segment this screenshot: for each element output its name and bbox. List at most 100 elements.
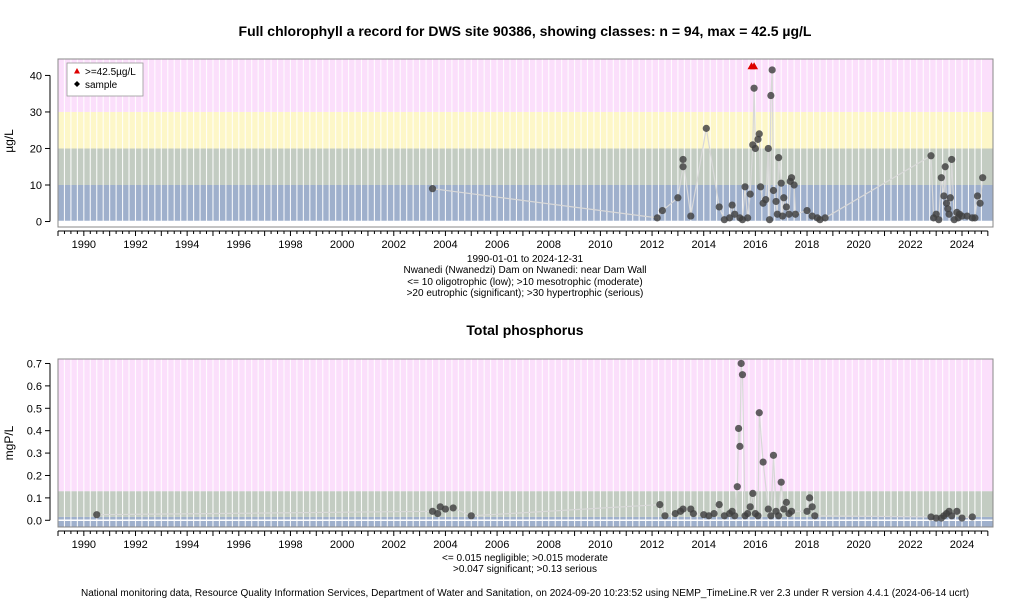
- data-point: [765, 216, 774, 224]
- data-point: [734, 424, 743, 433]
- data-point: [750, 84, 758, 92]
- y-tick-label: 0.1: [27, 493, 42, 505]
- caption-date-range: 1990-01-01 to 2024-12-31: [467, 254, 584, 265]
- chlorophyll-class-bands: [58, 59, 993, 223]
- data-point: [790, 181, 798, 189]
- x-tick-label: 2002: [382, 539, 406, 551]
- class-band-3: [58, 59, 993, 112]
- data-point: [434, 509, 442, 518]
- data-point: [759, 458, 767, 466]
- x-tick-label: 1990: [72, 239, 96, 251]
- y-tick-label: 0.7: [27, 358, 42, 370]
- data-point: [968, 513, 976, 521]
- x-tick-label: 2016: [743, 239, 767, 251]
- chlorophyll-chart-title: Full chlorophyll a record for DWS site 9…: [239, 23, 812, 39]
- legend-triangle-marker: [74, 68, 80, 74]
- x-tick-label: 2002: [382, 239, 406, 251]
- data-point: [787, 507, 796, 515]
- data-point: [791, 210, 800, 218]
- x-tick-label: 1998: [278, 239, 302, 251]
- data-point: [755, 409, 763, 417]
- data-point: [710, 509, 718, 518]
- data-point: [772, 197, 780, 206]
- class-band-0: [58, 516, 993, 527]
- data-point: [942, 199, 951, 207]
- x-tick-label: 2000: [330, 539, 354, 551]
- phosphorus-plot-frame: [57, 358, 994, 528]
- x-tick-label: 2010: [588, 239, 612, 251]
- data-point: [785, 210, 793, 218]
- legend-box: [66, 62, 144, 97]
- x-tick-label: 1994: [175, 239, 199, 251]
- x-tick-label: 1994: [175, 539, 199, 551]
- chlorophyll-y-axis: 0 10 20 30 40: [30, 70, 51, 229]
- data-point: [679, 505, 687, 513]
- data-point: [780, 505, 788, 513]
- data-point: [768, 66, 776, 74]
- chlorophyll-panel: Full chlorophyll a record for DWS site 9…: [2, 23, 994, 299]
- data-point: [702, 124, 710, 132]
- x-tick-label: 2004: [433, 239, 457, 251]
- x-tick-label: 2024: [950, 539, 974, 551]
- data-point: [778, 212, 787, 220]
- data-point: [769, 451, 778, 459]
- data-point: [737, 359, 745, 368]
- data-point: [764, 144, 772, 153]
- x-tick-label: 2012: [640, 539, 664, 551]
- data-point: [767, 512, 775, 520]
- data-point: [782, 498, 790, 506]
- data-point: [973, 192, 982, 200]
- data-point: [803, 507, 811, 515]
- y-tick-label: 20: [30, 143, 42, 155]
- phosphorus-chart-title: Total phosphorus: [466, 322, 583, 338]
- class-band-2: [58, 359, 993, 492]
- data-point: [715, 501, 723, 509]
- data-point: [927, 152, 935, 160]
- data-point: [741, 183, 749, 191]
- x-tick-label: 1998: [278, 539, 302, 551]
- chlorophyll-grid: [57, 59, 982, 227]
- data-point: [803, 206, 811, 215]
- data-point: [754, 135, 762, 143]
- data-point: [428, 185, 437, 193]
- x-tick-label: 2020: [846, 539, 870, 551]
- legend-label-sample: sample: [85, 80, 118, 91]
- data-point: [746, 190, 754, 198]
- caption-site-name: Nwanedi (Nwanedzi) Dam on Nwanedi: near …: [403, 265, 646, 276]
- phosphorus-panel: Total phosphorus 0.00.10.20.30.40.50.60.…: [2, 322, 994, 575]
- x-tick-label: 2022: [898, 239, 922, 251]
- data-point: [93, 511, 101, 519]
- data-point: [782, 203, 790, 211]
- x-tick-label: 2018: [795, 539, 819, 551]
- data-point: [728, 201, 736, 209]
- data-point: [689, 509, 697, 518]
- data-point: [656, 501, 664, 509]
- data-point: [769, 186, 778, 195]
- data-point: [808, 503, 816, 511]
- data-point: [932, 210, 940, 218]
- class-band-0: [58, 185, 993, 222]
- data-point: [744, 214, 752, 222]
- data-point: [725, 214, 734, 222]
- x-tick-label: 1992: [123, 239, 147, 251]
- data-point: [971, 214, 979, 222]
- data-point: [749, 489, 757, 497]
- data-point: [777, 478, 785, 486]
- data-point: [755, 130, 763, 138]
- class-band-2: [58, 111, 993, 149]
- x-tick-label: 2014: [691, 239, 715, 251]
- data-point: [762, 196, 770, 204]
- data-point: [976, 199, 984, 207]
- data-point: [441, 505, 450, 513]
- y-tick-label: 0: [36, 217, 42, 229]
- data-point: [736, 442, 744, 450]
- data-point: [754, 512, 762, 520]
- data-point: [767, 91, 775, 100]
- x-tick-label: 2008: [537, 239, 561, 251]
- chlorophyll-plot-frame: [57, 58, 994, 228]
- x-tick-label: 2014: [691, 539, 715, 551]
- data-point: [653, 214, 661, 222]
- chlorophyll-legend: >=42.5µg/L sample: [66, 62, 144, 97]
- y-tick-label: 0.4: [27, 426, 42, 438]
